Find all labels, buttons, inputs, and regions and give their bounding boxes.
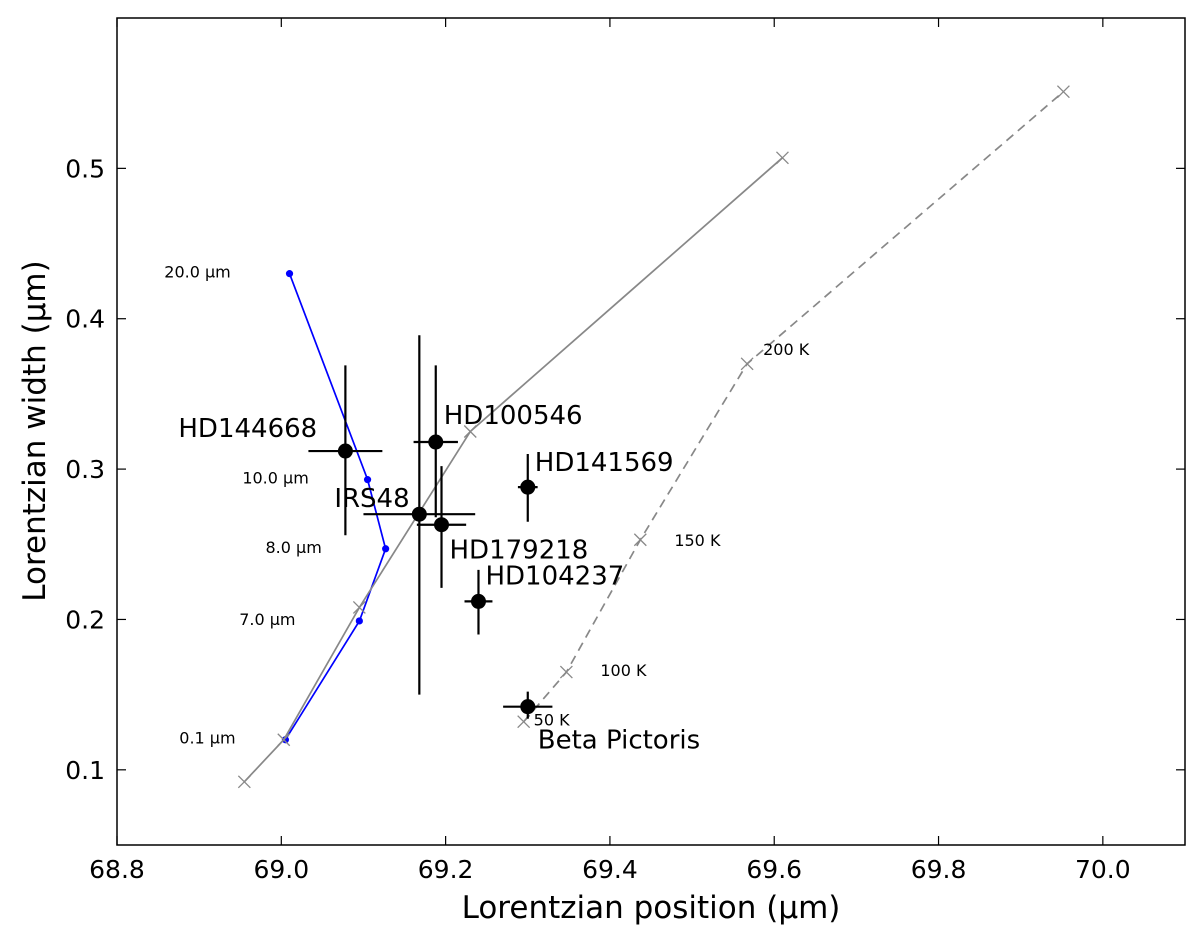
blue-model-point — [363, 476, 372, 484]
plot-area — [116, 17, 1186, 846]
star-label: HD144668 — [178, 414, 317, 444]
temperature-label: 100 K — [600, 661, 647, 680]
temperature-model-point — [559, 665, 573, 679]
y-tick-label: 0.5 — [65, 154, 105, 183]
temperature-label: 150 K — [674, 531, 721, 550]
star-label: IRS48 — [334, 484, 409, 514]
observation-point — [428, 434, 444, 450]
star-label: HD141569 — [535, 448, 674, 478]
grain-size-label: 7.0 μm — [239, 610, 295, 629]
y-tick-label: 0.3 — [65, 455, 105, 484]
x-tick-label: 68.8 — [89, 855, 145, 884]
x-tick-label: 70.0 — [1075, 855, 1131, 884]
gray-model-point — [463, 425, 477, 438]
observation-point — [520, 479, 536, 495]
x-tick-label: 69.6 — [746, 855, 802, 884]
temperature-label: 50 K — [534, 711, 570, 730]
temperature-label: 200 K — [763, 340, 810, 359]
y-tick-label: 0.2 — [65, 605, 105, 634]
blue-model-point — [355, 617, 363, 625]
x-axis-title: Lorentzian position (μm) — [462, 890, 841, 926]
x-tick-label: 69.8 — [911, 855, 967, 884]
x-tick-label: 69.4 — [582, 855, 638, 884]
gray-model-point — [277, 733, 291, 747]
blue-model-point — [285, 270, 294, 278]
temperature-model-point — [633, 533, 647, 547]
temperature-model-point — [1056, 85, 1070, 99]
star-label: HD104237 — [485, 561, 624, 591]
star-label: Beta Pictoris — [538, 726, 700, 756]
blue-model-point — [382, 545, 390, 553]
star-label: HD179218 — [450, 536, 589, 566]
y-tick-label: 0.4 — [65, 305, 105, 334]
axis-ticks: 68.8 69.0 69.2 69.4 69.6 69.8 70.0 0.1 0.2 0.3 0.4… — [65, 18, 1185, 884]
x-tick-label: 69.0 — [253, 855, 309, 884]
observation-point — [337, 443, 353, 459]
y-tick-label: 0.1 — [65, 756, 105, 785]
observation-point — [411, 506, 427, 522]
observation-point — [434, 517, 450, 533]
grain-size-label: 20.0 μm — [164, 263, 230, 282]
observation-point — [470, 593, 486, 609]
gray-model-point — [237, 775, 251, 789]
grain-size-label: 0.1 μm — [179, 729, 235, 748]
gray-model-point — [775, 151, 789, 165]
blue-model-point — [281, 736, 290, 744]
observation-point — [520, 699, 536, 715]
star-label: HD100546 — [444, 401, 583, 431]
grain-size-label: 10.0 μm — [242, 469, 308, 488]
x-tick-label: 69.2 — [418, 855, 474, 884]
gray-model-point — [352, 600, 366, 614]
grain-size-label: 8.0 μm — [265, 538, 321, 557]
series-layer — [237, 85, 1070, 789]
labels-layer: 0.1 μm 7.0 μm 8.0 μm 10.0 μm 20.0 μm 50 K 100 … — [164, 263, 810, 756]
y-axis-title: Lorentzian width (μm) — [17, 260, 53, 601]
temperature-model-point — [740, 357, 754, 371]
